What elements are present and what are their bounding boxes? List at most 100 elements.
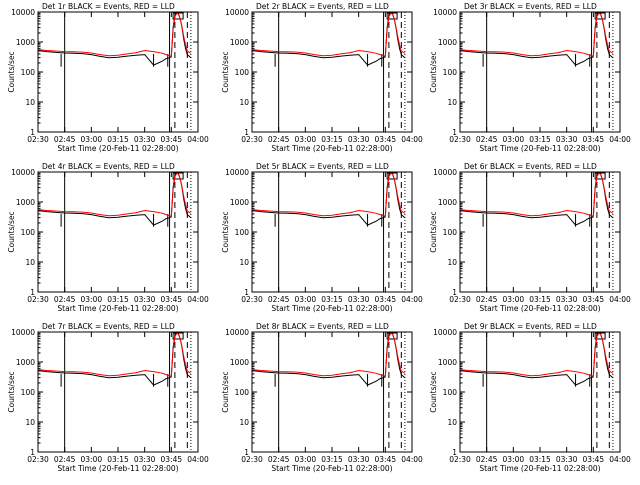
y-axis-label: Counts/sec	[429, 51, 438, 92]
panel-title: Det 5r BLACK = Events, RED = LLD	[256, 162, 389, 171]
x-tick-label: 03:45	[161, 455, 183, 464]
x-tick-label: 03:30	[556, 455, 578, 464]
x-tick-label: 04:00	[401, 295, 423, 304]
x-tick-label: 03:45	[375, 295, 397, 304]
x-tick-label: 03:00	[81, 135, 103, 144]
x-tick-label: 03:30	[134, 295, 156, 304]
y-tick-label: 10000	[433, 168, 457, 177]
x-tick-label: 03:00	[503, 455, 525, 464]
y-axis-label: Counts/sec	[429, 371, 438, 412]
plot-frame	[459, 331, 621, 453]
x-tick-label: 03:15	[529, 135, 551, 144]
y-tick-label: 100	[443, 388, 458, 397]
y-tick-label: 10	[447, 418, 457, 427]
y-tick-label: 1000	[438, 358, 457, 367]
plot-frame	[459, 171, 621, 293]
x-tick-label: 03:30	[556, 295, 578, 304]
x-tick-label: 03:15	[321, 455, 343, 464]
lld-series-line	[37, 172, 192, 218]
plot-frame	[459, 11, 621, 133]
x-tick-label: 02:30	[241, 135, 263, 144]
x-tick-label: 02:45	[54, 455, 76, 464]
x-tick-label: 03:00	[295, 295, 317, 304]
x-tick-label: 04:00	[401, 135, 423, 144]
x-tick-label: 03:00	[503, 135, 525, 144]
y-tick-label: 1000	[438, 38, 457, 47]
detector-panel-5: Det 5r BLACK = Events, RED = LLD 1 10 100 10…	[221, 162, 423, 313]
y-tick-label: 100	[235, 228, 250, 237]
x-tick-label: 03:45	[583, 135, 605, 144]
x-axis-label: Start Time (20-Feb-11 02:28:00)	[57, 304, 178, 313]
y-tick-label: 1000	[230, 38, 249, 47]
lld-series-line	[37, 332, 192, 378]
lld-series-line	[459, 332, 614, 378]
x-tick-label: 03:00	[503, 295, 525, 304]
y-tick-label: 10	[239, 418, 249, 427]
plot-frame	[251, 171, 413, 293]
panel-title: Det 3r BLACK = Events, RED = LLD	[464, 2, 597, 11]
lld-series-line	[251, 172, 406, 218]
x-tick-label: 03:45	[375, 135, 397, 144]
x-tick-label: 03:30	[348, 295, 370, 304]
y-tick-label: 10000	[225, 8, 249, 17]
x-tick-label: 04:00	[609, 295, 631, 304]
y-tick-label: 10	[25, 98, 35, 107]
y-tick-label: 1	[30, 288, 35, 297]
y-axis-label: Counts/sec	[221, 51, 230, 92]
plot-frame	[37, 171, 199, 293]
lld-series-line	[459, 12, 614, 58]
detector-panel-3: Det 3r BLACK = Events, RED = LLD 1 10 100 10…	[429, 2, 631, 153]
x-tick-label: 03:00	[81, 295, 103, 304]
y-tick-label: 100	[21, 68, 36, 77]
x-tick-label: 02:45	[54, 295, 76, 304]
x-axis-label: Start Time (20-Feb-11 02:28:00)	[57, 464, 178, 473]
y-tick-label: 10	[239, 258, 249, 267]
x-tick-label: 02:45	[268, 295, 290, 304]
plot-frame	[37, 11, 199, 133]
y-tick-label: 1	[30, 448, 35, 457]
x-tick-label: 03:45	[375, 455, 397, 464]
x-tick-label: 02:45	[268, 455, 290, 464]
x-tick-label: 02:30	[449, 455, 471, 464]
y-axis-label: Counts/sec	[221, 371, 230, 412]
y-tick-label: 10	[239, 98, 249, 107]
lld-series-line	[37, 12, 192, 58]
detector-panel-8: Det 8r BLACK = Events, RED = LLD 1 10 100 10…	[221, 322, 423, 473]
y-tick-label: 100	[235, 68, 250, 77]
x-tick-label: 02:30	[241, 295, 263, 304]
x-tick-label: 02:45	[268, 135, 290, 144]
detector-panel-2: Det 2r BLACK = Events, RED = LLD 1 10 100 10…	[221, 2, 423, 153]
y-tick-label: 1000	[16, 198, 35, 207]
x-axis-label: Start Time (20-Feb-11 02:28:00)	[479, 144, 600, 153]
y-tick-label: 1	[30, 128, 35, 137]
lld-series-line	[459, 172, 614, 218]
y-tick-label: 10000	[225, 168, 249, 177]
x-tick-label: 03:45	[583, 455, 605, 464]
x-axis-label: Start Time (20-Feb-11 02:28:00)	[57, 144, 178, 153]
x-tick-label: 02:30	[27, 135, 49, 144]
x-tick-label: 03:15	[321, 135, 343, 144]
y-tick-label: 10	[447, 98, 457, 107]
x-tick-label: 03:15	[321, 295, 343, 304]
x-axis-label: Start Time (20-Feb-11 02:28:00)	[271, 464, 392, 473]
y-tick-label: 10000	[225, 328, 249, 337]
y-tick-label: 100	[21, 388, 36, 397]
x-tick-label: 02:45	[476, 455, 498, 464]
panel-title: Det 2r BLACK = Events, RED = LLD	[256, 2, 389, 11]
x-tick-label: 03:00	[295, 135, 317, 144]
x-tick-label: 03:15	[107, 135, 129, 144]
y-tick-label: 10	[447, 258, 457, 267]
y-tick-label: 1000	[438, 198, 457, 207]
y-tick-label: 100	[443, 68, 458, 77]
detector-panel-9: Det 9r BLACK = Events, RED = LLD 1 10 100 10…	[429, 322, 631, 473]
y-tick-label: 100	[21, 228, 36, 237]
y-axis-label: Counts/sec	[7, 211, 16, 252]
y-tick-label: 10000	[433, 328, 457, 337]
panel-title: Det 4r BLACK = Events, RED = LLD	[42, 162, 175, 171]
lld-series-line	[251, 12, 406, 58]
x-tick-label: 03:30	[556, 135, 578, 144]
detector-panel-1: Det 1r BLACK = Events, RED = LLD 1 10 100 10…	[7, 2, 209, 153]
x-tick-label: 03:00	[295, 455, 317, 464]
x-tick-label: 03:15	[529, 295, 551, 304]
